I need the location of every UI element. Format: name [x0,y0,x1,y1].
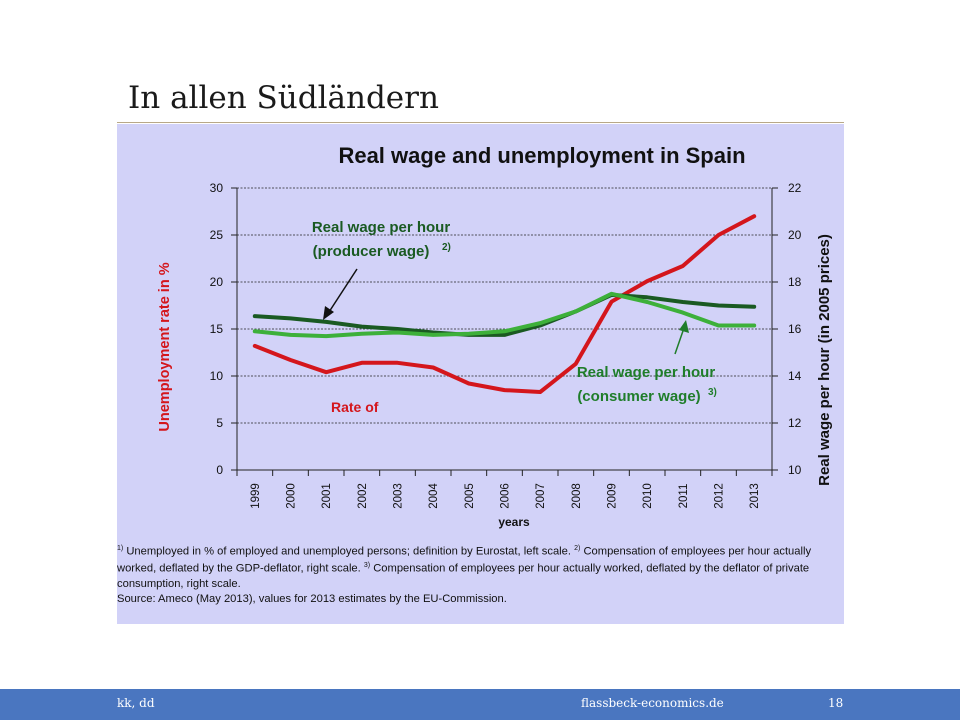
x-tick-label: 2007 [535,483,547,509]
series-line-unemployment [252,214,757,394]
y-right-tick-label: 18 [788,275,802,289]
producer-wage-label-line1: Real wage per hour [312,219,451,236]
y-right-tick-label: 22 [788,181,802,195]
y-left-tick-label: 5 [216,416,223,430]
x-tick-label: 2002 [357,483,369,509]
x-tick-label: 2006 [500,483,512,509]
x-tick-label: 2013 [749,483,761,509]
producer-wage-arrow-shaft [328,268,358,313]
y-right-tick-label: 10 [788,463,802,477]
x-tick-label: 2005 [464,483,476,509]
consumer-wage-arrow-head [679,320,689,333]
y-left-tick-label: 10 [210,369,224,383]
x-tick-label: 2008 [571,483,583,509]
data-series [252,214,757,394]
x-tick-label: 2010 [642,483,654,509]
y-axis-right-label: Real wage per hour (in 2005 prices) [816,234,833,486]
annotations: Real wage per hour (producer wage) 2) Real … [312,219,717,415]
axes: 0 5 10 15 20 25 30 10 12 14 16 18 20 22 1999 2000 2001 20… [210,181,802,509]
footer-author: kk, dd [117,696,155,710]
y-left-tick-label: 30 [210,181,224,195]
producer-wage-arrow-head [323,306,334,320]
chart-panel: Real wage and unemployment in Spain 0 5 10… [117,124,844,624]
y-axis-left-label: Unemployment rate in % [157,262,173,431]
x-tick-label: 2003 [393,483,405,509]
footnote-text: 1) Unemployed in % of employed and unemp… [117,545,812,590]
y-left-tick-label: 25 [210,228,224,242]
consumer-wage-arrow-shaft [674,327,685,355]
unemployment-rate-label: Rate of [331,399,379,415]
x-tick-label: 2001 [321,483,333,509]
consumer-wage-label-line1: Real wage per hour [577,364,716,381]
series-line-producer_wage [252,292,757,337]
y-left-tick-label: 0 [216,463,223,477]
x-axis-label: years [498,515,530,529]
y-right-tick-label: 14 [788,369,802,383]
x-tick-label: 2000 [286,483,298,509]
footer-website: flassbeck-economics.de [581,696,724,710]
x-tick-label: 2012 [714,483,726,509]
consumer-wage-superscript: 3) [708,387,717,398]
y-right-tick-label: 12 [788,416,802,430]
y-right-tick-label: 16 [788,322,802,336]
y-right-tick-label: 20 [788,228,802,242]
x-tick-label: 2009 [607,483,619,509]
x-tick-label: 1999 [250,483,262,509]
y-left-tick-label: 15 [210,322,224,336]
title-divider [117,122,844,123]
footer-bar: kk, dd flassbeck-economics.de 18 [0,689,960,720]
page-number: 18 [828,696,844,710]
series-line-consumer_wage [252,291,757,339]
producer-wage-label-line2: (producer wage) [313,243,430,260]
producer-wage-superscript: 2) [442,242,451,253]
consumer-wage-label-line2: (consumer wage) [577,388,700,405]
x-tick-label: 2004 [428,483,440,509]
y-left-tick-label: 20 [210,275,224,289]
chart-footnotes: 1) Unemployed in % of employed and unemp… [117,542,844,606]
line-chart: Real wage and unemployment in Spain 0 5 10… [157,143,833,529]
source-note: Source: Ameco (May 2013), values for 201… [117,592,507,605]
chart-title: Real wage and unemployment in Spain [338,143,745,168]
x-tick-label: 2011 [678,484,690,509]
slide-title: In allen Südländern [128,80,439,116]
